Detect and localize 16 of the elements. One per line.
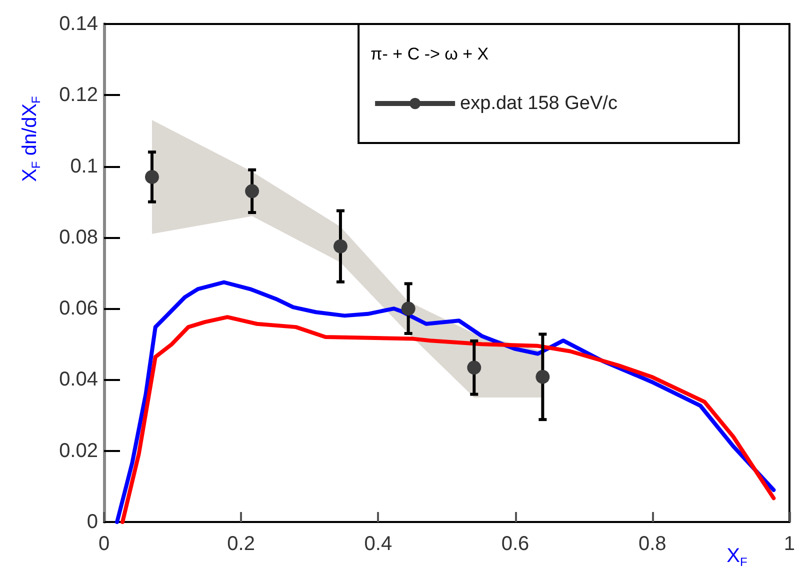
- y-tick-label: 0.08: [59, 226, 98, 248]
- y-tick-label: 0.06: [59, 298, 98, 320]
- x-tick-label: 0.6: [501, 533, 530, 555]
- x-tick-label: 0.2: [227, 533, 255, 555]
- x-tick-label: 0.8: [638, 533, 666, 555]
- y-tick-label: 0.14: [59, 13, 98, 35]
- x-tick-label: 1: [784, 533, 795, 555]
- y-tick-label: 0.04: [59, 368, 98, 391]
- y-tick-label: 0.12: [59, 84, 98, 106]
- legend-title: π- + C -> ω + X: [370, 44, 489, 64]
- y-tick-label: 0.1: [70, 155, 98, 178]
- y-axis-title: XF dn/dXF: [19, 96, 43, 182]
- y-tick-label: 0.02: [59, 440, 98, 462]
- x-tick-label: 0.4: [364, 533, 392, 555]
- y-tick-label: 0: [86, 511, 98, 533]
- legend-label: exp.dat 158 GeV/c: [460, 93, 618, 114]
